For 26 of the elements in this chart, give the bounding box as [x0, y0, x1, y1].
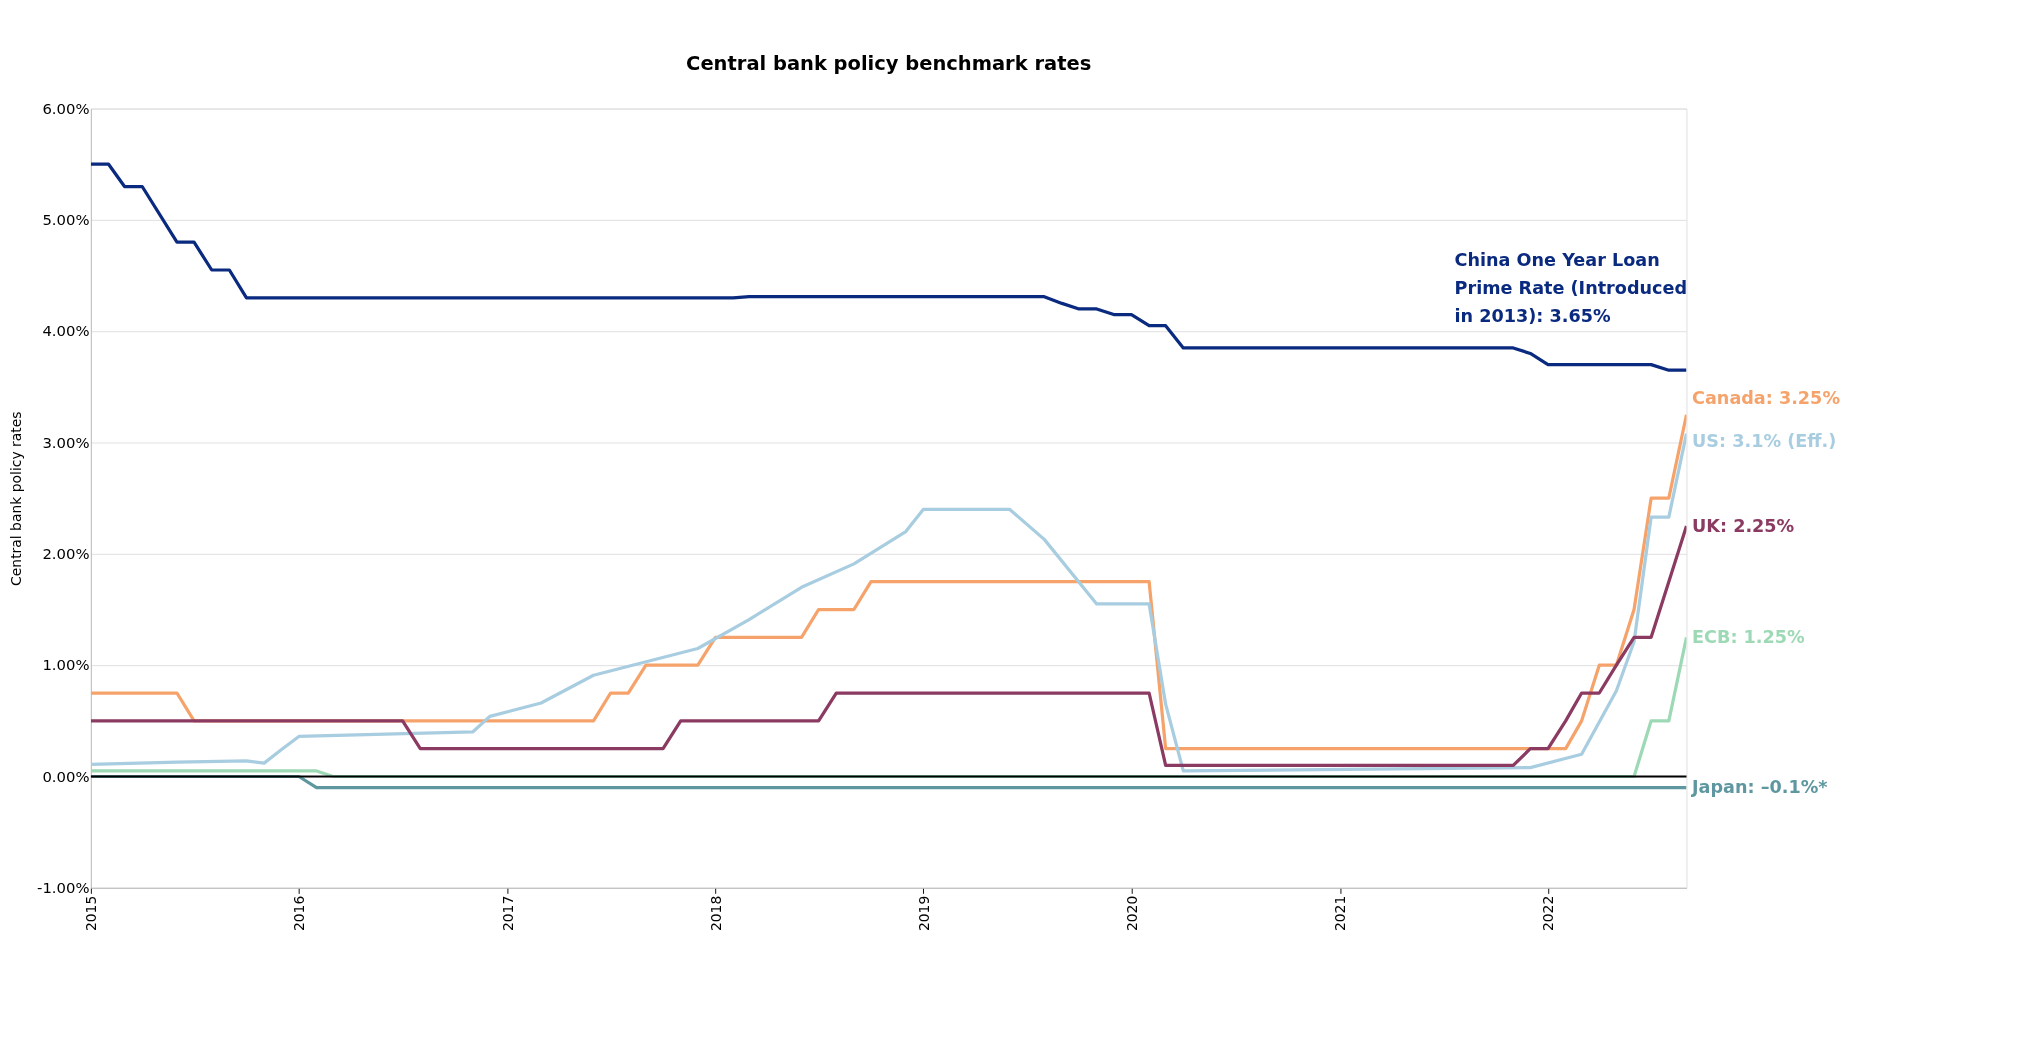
series-label: ECB: 1.25% — [1692, 626, 1806, 647]
series-label: China One Year Loan Prime Rate (Introduced in 2013): 3.65% — [1454, 250, 1688, 326]
x-tick-label: 2022 — [1540, 895, 1557, 932]
y-tick-label: 0.00% — [42, 767, 90, 785]
x-tick-label: 2015 — [83, 895, 100, 932]
line-series — [90, 162, 1687, 372]
line-series — [90, 524, 1687, 767]
x-tick-label: 2020 — [1123, 895, 1140, 932]
series-label: US: 3.1% (Eff.) — [1692, 430, 1837, 451]
x-tick-label: 2018 — [707, 895, 724, 932]
x-tick-label: 2021 — [1332, 895, 1349, 932]
y-tick-label: -1.00% — [37, 878, 90, 896]
y-tick-label: 4.00% — [42, 322, 90, 340]
chart-title: Central bank policy benchmark rates — [686, 51, 1092, 75]
series-label: UK: 2.25% — [1692, 515, 1795, 536]
y-tick-label: 2.00% — [42, 544, 90, 562]
y-tick-label: 3.00% — [42, 433, 90, 451]
y-tick-label: 1.00% — [42, 656, 90, 674]
x-tick-label: 2016 — [291, 895, 308, 932]
series-label: Canada: 3.25% — [1692, 387, 1841, 408]
x-tick-label: 2019 — [915, 895, 932, 932]
y-tick-label: 6.00% — [42, 99, 90, 117]
y-tick-label: 5.00% — [42, 211, 90, 229]
y-axis-title: Central bank policy rates — [8, 411, 25, 586]
series-label: Japan: –0.1%* — [1691, 777, 1828, 798]
x-tick-label: 2017 — [499, 895, 516, 932]
